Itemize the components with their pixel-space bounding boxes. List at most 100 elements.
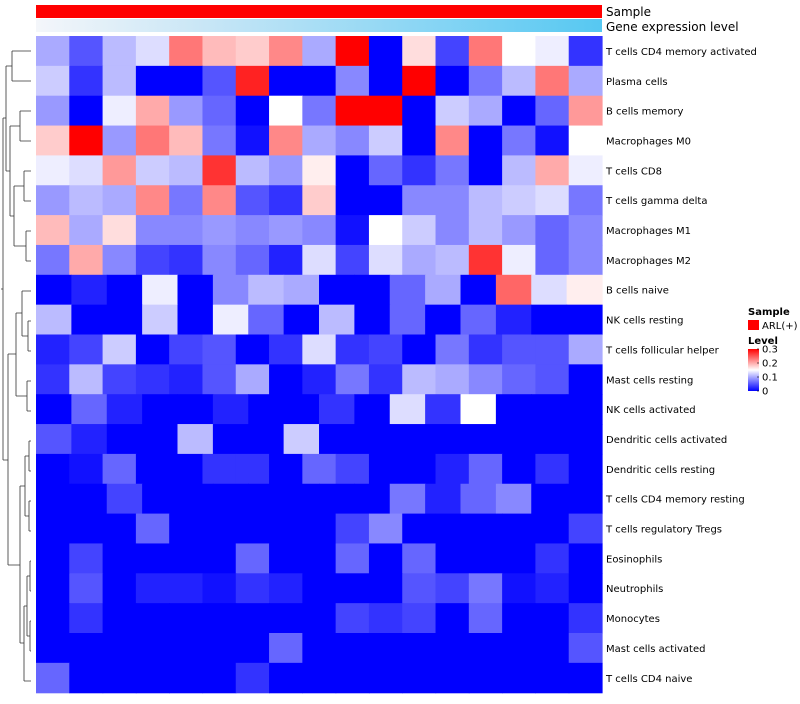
heatmap-cell (248, 424, 285, 455)
heatmap-cell (435, 662, 470, 694)
heatmap-cell (566, 394, 603, 425)
heatmap-cell (71, 274, 108, 306)
heatmap-cell (495, 304, 532, 336)
heatmap-cell (368, 573, 403, 604)
heatmap-cell (71, 394, 108, 425)
heatmap-cell (202, 573, 237, 604)
heatmap-cell (102, 603, 137, 634)
heatmap-cell (468, 215, 503, 246)
heatmap-cell (212, 274, 249, 306)
heatmap-cell (535, 244, 570, 276)
heatmap-cell (535, 334, 570, 365)
heatmap-cell (169, 453, 204, 485)
heatmap-cell (568, 453, 603, 485)
heatmap-cell (368, 125, 403, 156)
heatmap-cell (235, 633, 270, 664)
heatmap-cell (302, 215, 337, 246)
heatmap-cell (202, 334, 237, 365)
heatmap-cell (283, 483, 320, 515)
heatmap-cell (135, 633, 170, 664)
heatmap-cell (106, 424, 143, 455)
sample-track-label: Sample (606, 5, 651, 19)
heatmap-cell (269, 185, 303, 216)
heatmap-cell (535, 662, 570, 694)
heatmap-cell (568, 633, 603, 664)
heatmap-cell (335, 573, 370, 604)
heatmap-cell (468, 453, 503, 485)
heatmap-cell (502, 244, 537, 276)
heatmap-cell (468, 662, 503, 694)
heatmap-cell (142, 274, 179, 306)
heatmap-cell (435, 603, 470, 634)
heatmap-cell (460, 304, 497, 336)
heatmap-cell (177, 274, 214, 306)
heatmap-cell (235, 662, 270, 694)
heatmap-cell (502, 573, 537, 604)
heatmap-cell (468, 603, 503, 634)
heatmap-cell (69, 513, 104, 545)
heatmap-cell (335, 36, 370, 67)
legend-tick-label: 0.1 (762, 373, 778, 384)
heatmap-cell (389, 394, 426, 425)
heatmap-cell (106, 304, 143, 336)
dendrogram-branches (1, 50, 31, 682)
heatmap-cell (202, 244, 237, 276)
heatmap-cell (169, 95, 204, 127)
heatmap-cell (169, 215, 204, 246)
heatmap-cell (568, 125, 603, 156)
heatmap-cell (169, 65, 204, 97)
heatmap-cell (495, 274, 532, 306)
heatmap-cell (36, 125, 70, 156)
heatmap-cell (69, 453, 104, 485)
heatmap-cell (435, 215, 470, 246)
heatmap-cell (69, 543, 104, 574)
heatmap-cell (169, 155, 204, 186)
heatmap-cell (169, 573, 204, 604)
heatmap-cell (269, 633, 303, 664)
heatmap-cell (235, 95, 270, 127)
heatmap-cell (535, 364, 570, 395)
heatmap-cell (102, 215, 137, 246)
heatmap-cell (468, 155, 503, 186)
heatmap-cell (335, 543, 370, 574)
heatmap-cell (402, 95, 437, 127)
row-label: T cells gamma delta (605, 196, 707, 207)
heatmap-cell (135, 36, 170, 67)
heatmap-cell (302, 36, 337, 67)
heatmap-cell (354, 304, 391, 336)
heatmap-cell (269, 603, 303, 634)
heatmap-cell (566, 424, 603, 455)
heatmap-cell (502, 125, 537, 156)
heatmap-cell (269, 65, 303, 97)
heatmap-cell (568, 185, 603, 216)
heatmap-cell (269, 662, 303, 694)
heatmap-cell (425, 274, 462, 306)
heatmap-cell (402, 125, 437, 156)
heatmap-cell (535, 633, 570, 664)
heatmap-cell (36, 633, 70, 664)
heatmap-cell (302, 244, 337, 276)
row-label: NK cells activated (606, 405, 696, 416)
heatmap-cell (402, 573, 437, 604)
heatmap-cell (71, 304, 108, 336)
row-label: Dendritic cells resting (606, 465, 715, 476)
legend-level-colorbar (748, 349, 759, 391)
heatmap-cell (335, 185, 370, 216)
heatmap-cell (568, 95, 603, 127)
heatmap-cell (202, 662, 237, 694)
heatmap-cell (212, 424, 249, 455)
heatmap-cell (425, 424, 462, 455)
heatmap-cell (36, 304, 72, 336)
heatmap-cell (302, 453, 337, 485)
heatmap-cell (69, 215, 104, 246)
legend-sample-entry: ARL(+) (762, 321, 798, 332)
heatmap-cell (235, 65, 270, 97)
heatmap-cells (36, 36, 603, 694)
heatmap-cell (354, 424, 391, 455)
legend-sample-swatch (748, 320, 759, 330)
heatmap-cell (283, 424, 320, 455)
heatmap-cell (354, 394, 391, 425)
heatmap-cell (102, 334, 137, 365)
heatmap-cell (335, 364, 370, 395)
heatmap-cell (535, 573, 570, 604)
